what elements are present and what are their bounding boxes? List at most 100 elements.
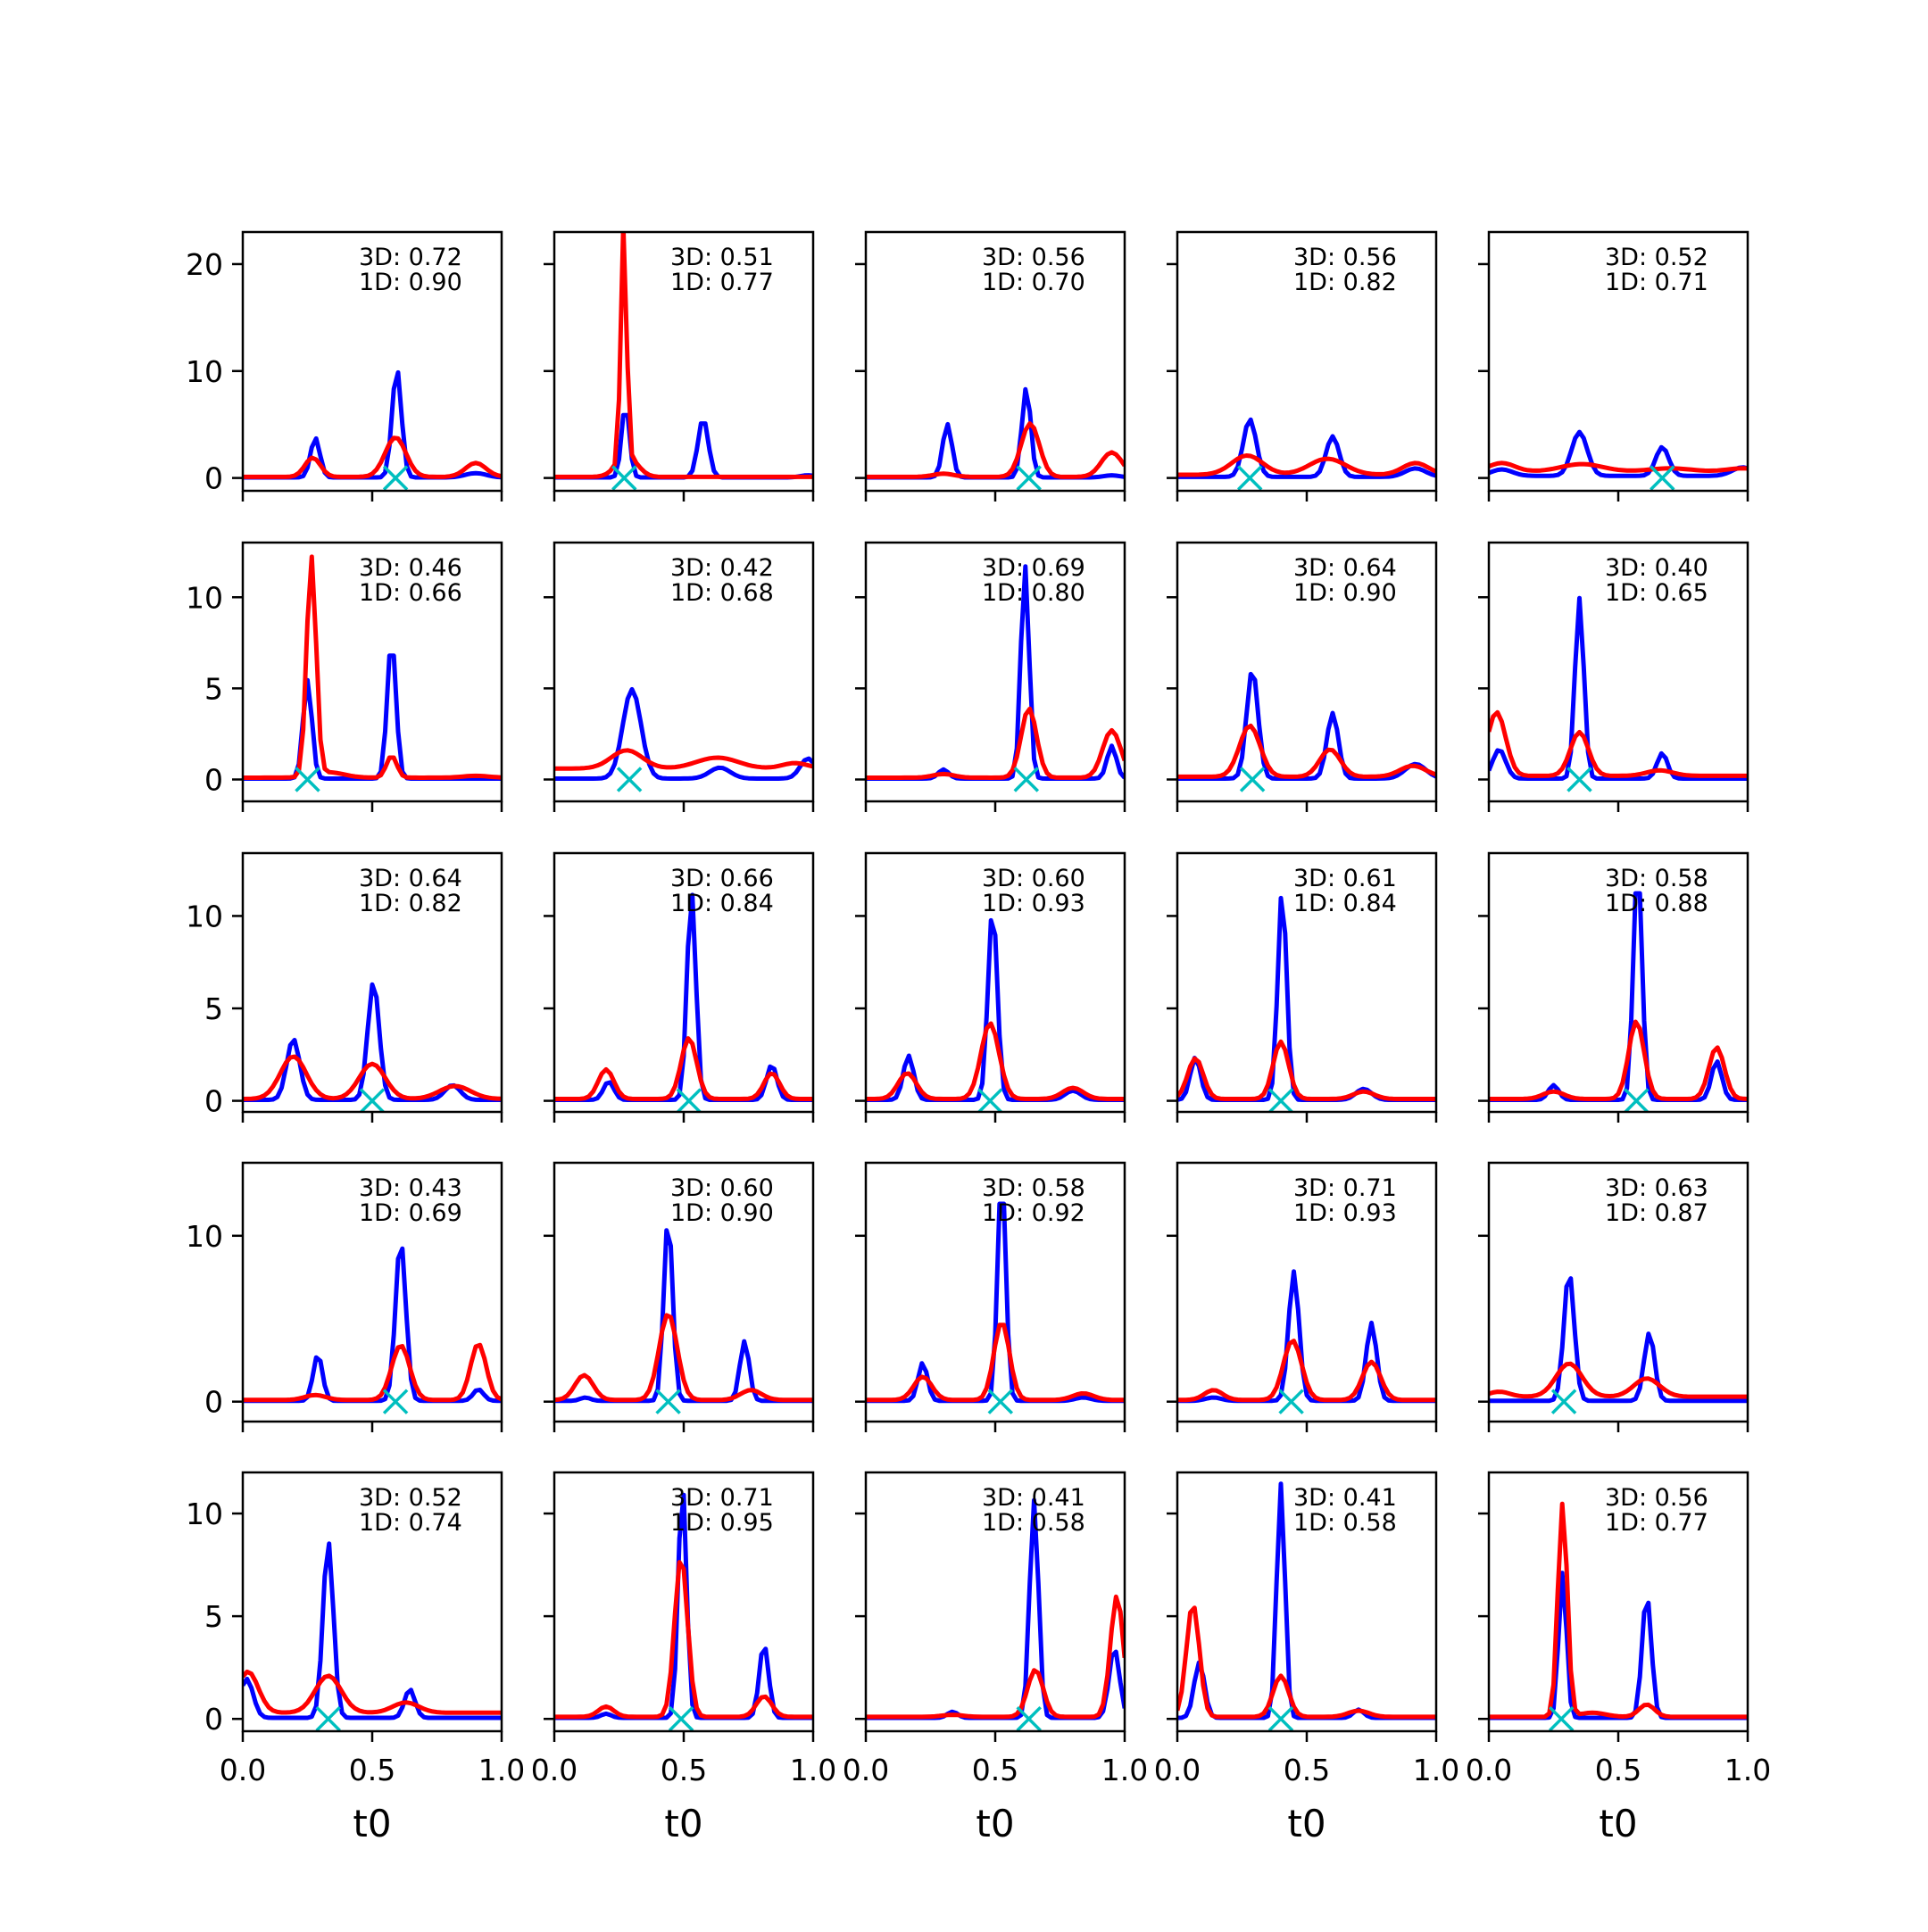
- score-1d-label: 1D: 0.58: [1293, 1509, 1397, 1537]
- x-marker: [315, 1705, 341, 1731]
- score-3d-label: 3D: 0.69: [982, 554, 1085, 582]
- x-marker-stroke: [1548, 1705, 1575, 1731]
- x-tick-label: 1.0: [1724, 1753, 1771, 1787]
- x-tick-label: 0.0: [220, 1753, 266, 1787]
- score-3d-label: 3D: 0.66: [670, 865, 774, 892]
- x-marker-stroke: [295, 767, 320, 792]
- x-marker: [976, 1088, 1003, 1112]
- score-3d-label: 3D: 0.71: [670, 1484, 774, 1512]
- score-3d-label: 3D: 0.60: [982, 865, 1085, 892]
- x-marker: [1013, 767, 1040, 792]
- x-marker: [987, 1389, 1014, 1414]
- x-marker-stroke: [1650, 465, 1675, 491]
- red-series-line: [554, 232, 813, 479]
- x-marker-stroke: [1550, 1389, 1577, 1414]
- x-marker-stroke: [976, 1088, 1003, 1112]
- x-marker-stroke: [359, 1088, 386, 1112]
- x-marker: [359, 1088, 386, 1112]
- x-marker: [676, 1088, 702, 1112]
- red-series-line: [554, 1560, 813, 1720]
- red-series-line: [243, 1054, 502, 1101]
- blue-series-line: [554, 892, 813, 1102]
- blue-series-line: [1177, 417, 1436, 479]
- score-3d-label: 3D: 0.58: [982, 1174, 1085, 1202]
- x-marker-stroke: [1278, 1389, 1304, 1414]
- score-1d-label: 1D: 0.92: [982, 1199, 1085, 1227]
- x-marker-stroke: [1236, 465, 1263, 491]
- red-series-line: [866, 706, 1125, 780]
- red-series-line: [243, 435, 502, 479]
- x-tick-label: 0.5: [1595, 1753, 1641, 1787]
- score-3d-label: 3D: 0.72: [359, 244, 462, 271]
- red-series-line: [243, 1342, 502, 1403]
- x-marker: [295, 767, 320, 792]
- x-marker: [1016, 465, 1042, 491]
- score-1d-label: 1D: 0.93: [982, 890, 1085, 917]
- score-1d-label: 1D: 0.82: [359, 890, 462, 917]
- score-1d-label: 1D: 0.90: [670, 1199, 774, 1227]
- score-3d-label: 3D: 0.60: [670, 1174, 774, 1202]
- red-series-line: [866, 1021, 1125, 1101]
- red-series-line: [866, 421, 1125, 479]
- blue-series-line: [1177, 671, 1436, 781]
- score-1d-label: 1D: 0.65: [1605, 579, 1708, 607]
- x-marker-stroke: [1016, 465, 1042, 491]
- x-marker: [382, 1389, 409, 1414]
- score-3d-label: 3D: 0.58: [1605, 865, 1708, 892]
- x-tick-label: 0.0: [1154, 1753, 1201, 1787]
- score-1d-label: 1D: 0.90: [359, 269, 462, 296]
- x-marker-stroke: [668, 1705, 694, 1731]
- blue-series-line: [243, 1541, 502, 1721]
- score-3d-label: 3D: 0.51: [670, 244, 774, 271]
- score-3d-label: 3D: 0.64: [359, 865, 462, 892]
- blue-series-line: [243, 982, 502, 1102]
- x-marker-stroke: [616, 767, 643, 792]
- score-1d-label: 1D: 0.66: [359, 579, 462, 607]
- x-marker: [616, 767, 643, 792]
- x-marker-stroke: [676, 1088, 702, 1112]
- x-tick-label: 0.5: [349, 1753, 395, 1787]
- x-marker-stroke: [987, 1389, 1014, 1414]
- score-1d-label: 1D: 0.93: [1293, 1199, 1397, 1227]
- y-tick-label: 10: [186, 1219, 223, 1254]
- score-3d-label: 3D: 0.43: [359, 1174, 462, 1202]
- x-tick-label: 1.0: [478, 1753, 525, 1787]
- x-marker: [1566, 767, 1592, 792]
- x-marker-stroke: [1566, 767, 1592, 792]
- blue-series-line: [866, 1201, 1125, 1404]
- x-marker-stroke: [1267, 1088, 1294, 1112]
- x-tick-label: 0.0: [531, 1753, 578, 1787]
- x-marker-stroke: [1013, 767, 1040, 792]
- x-marker-stroke: [655, 1389, 681, 1414]
- score-3d-label: 3D: 0.41: [982, 1484, 1085, 1512]
- x-axis-title: t0: [1287, 1802, 1326, 1845]
- x-marker-stroke: [1239, 767, 1266, 792]
- score-1d-label: 1D: 0.77: [670, 269, 774, 296]
- x-marker: [611, 465, 637, 491]
- y-tick-label: 0: [204, 1084, 223, 1119]
- score-1d-label: 1D: 0.95: [670, 1509, 774, 1537]
- y-tick-label: 0: [204, 1702, 223, 1737]
- x-tick-label: 0.0: [843, 1753, 889, 1787]
- score-3d-label: 3D: 0.40: [1605, 554, 1708, 582]
- red-series-line: [866, 1594, 1125, 1720]
- x-marker: [655, 1389, 681, 1414]
- y-tick-label: 0: [204, 1385, 223, 1420]
- x-axis-title: t0: [664, 1802, 702, 1845]
- red-series-line: [1177, 1039, 1436, 1101]
- y-tick-label: 5: [204, 1599, 223, 1634]
- score-1d-label: 1D: 0.70: [982, 269, 1085, 296]
- red-series-line: [1489, 1501, 1748, 1720]
